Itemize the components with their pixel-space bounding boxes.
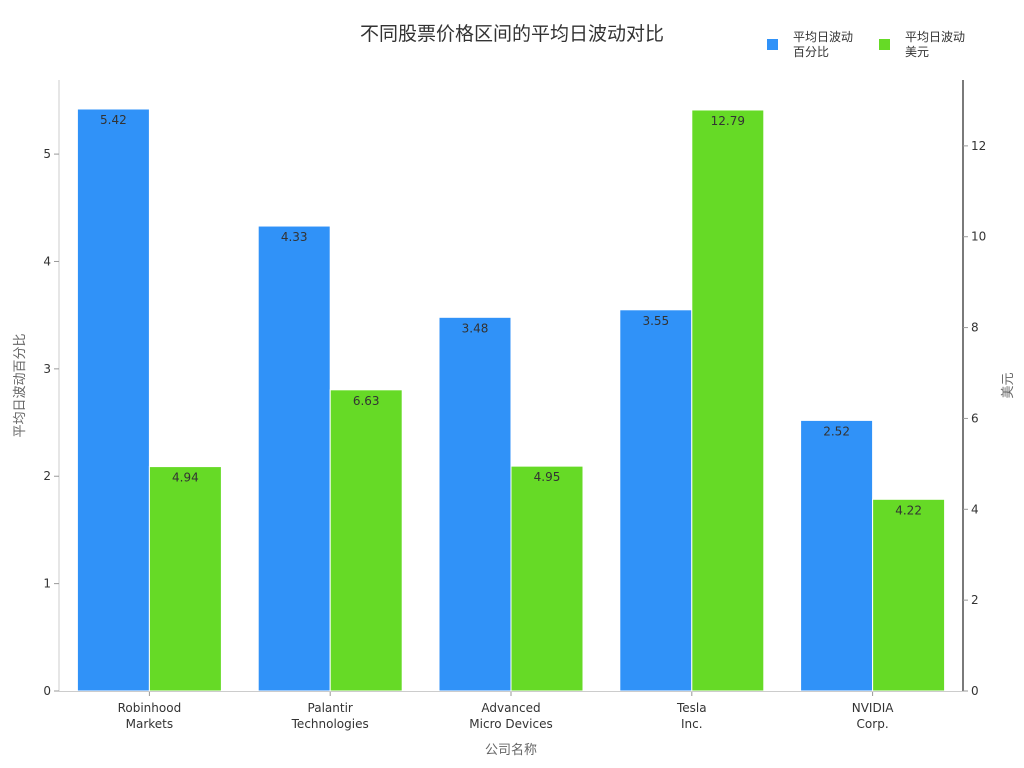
bar-dollar: [329, 389, 403, 692]
bar-value-label: 6.63: [353, 394, 380, 408]
legend-label-percent: 平均日波动 百分比: [793, 30, 854, 59]
x-tick-label: Tesla: [676, 701, 707, 715]
y-tick-label-right: 4: [971, 502, 979, 516]
legend-label-dollar: 平均日波动 美元: [905, 30, 966, 59]
y-tick-label-left: 3: [43, 362, 51, 376]
x-axis-label: 公司名称: [485, 742, 537, 758]
y-tick-label-right: 6: [971, 411, 979, 425]
y-tick-label-left: 1: [43, 577, 51, 591]
y-tick-label-right: 8: [971, 321, 979, 335]
legend-swatch-percent: [767, 39, 778, 50]
legend-item-percent[interactable]: 平均日波动 百分比: [767, 30, 863, 60]
y-tick-label-left: 0: [43, 684, 51, 698]
y-tick-label-right: 12: [971, 139, 986, 153]
y-tick-label-left: 4: [43, 254, 51, 268]
bar-dollar: [148, 466, 222, 692]
x-tick-label: NVIDIA: [852, 701, 895, 715]
legend-item-dollar[interactable]: 平均日波动 美元: [879, 30, 975, 60]
x-tick-label: Corp.: [857, 717, 889, 731]
x-tick-label: Inc.: [681, 717, 703, 731]
legend-swatch-dollar: [879, 39, 890, 50]
bar-percent: [619, 309, 693, 692]
bar-value-label: 2.52: [823, 424, 850, 438]
y-tick-label-right: 0: [971, 684, 979, 698]
bar-value-label: 3.55: [642, 314, 669, 328]
bar-percent: [800, 419, 874, 692]
bar-percent: [438, 316, 512, 692]
x-tick-label: Palantir: [308, 701, 353, 715]
bar-dollar: [691, 109, 765, 692]
bar-value-label: 4.22: [895, 503, 922, 517]
bar-dollar: [872, 498, 946, 692]
x-tick-label: Technologies: [291, 717, 369, 731]
y-axis-label-right: 美元: [1001, 372, 1016, 398]
bar-percent: [257, 225, 331, 692]
y-tick-label-right: 2: [971, 593, 979, 607]
chart-title: 不同股票价格区间的平均日波动对比: [359, 23, 664, 45]
bar-value-label: 4.94: [172, 471, 199, 485]
bar-value-label: 5.42: [100, 113, 127, 127]
bar-value-label: 12.79: [711, 114, 745, 128]
bar-value-label: 3.48: [462, 321, 489, 335]
x-tick-label: Robinhood: [118, 701, 182, 715]
y-tick-label-left: 2: [43, 469, 51, 483]
legend: 平均日波动 百分比 平均日波动 美元: [767, 30, 975, 60]
bar-value-label: 4.33: [281, 230, 308, 244]
bar-value-label: 4.95: [534, 470, 561, 484]
bar-percent: [76, 108, 150, 692]
x-tick-label: Advanced: [481, 701, 540, 715]
bar-dollar: [510, 465, 584, 692]
x-tick-label: Markets: [126, 717, 174, 731]
y-axis-label-left: 平均日波动百分比: [13, 333, 28, 437]
x-tick-label: Micro Devices: [469, 717, 552, 731]
y-tick-label-left: 5: [43, 147, 51, 161]
y-tick-label-right: 10: [971, 230, 986, 244]
